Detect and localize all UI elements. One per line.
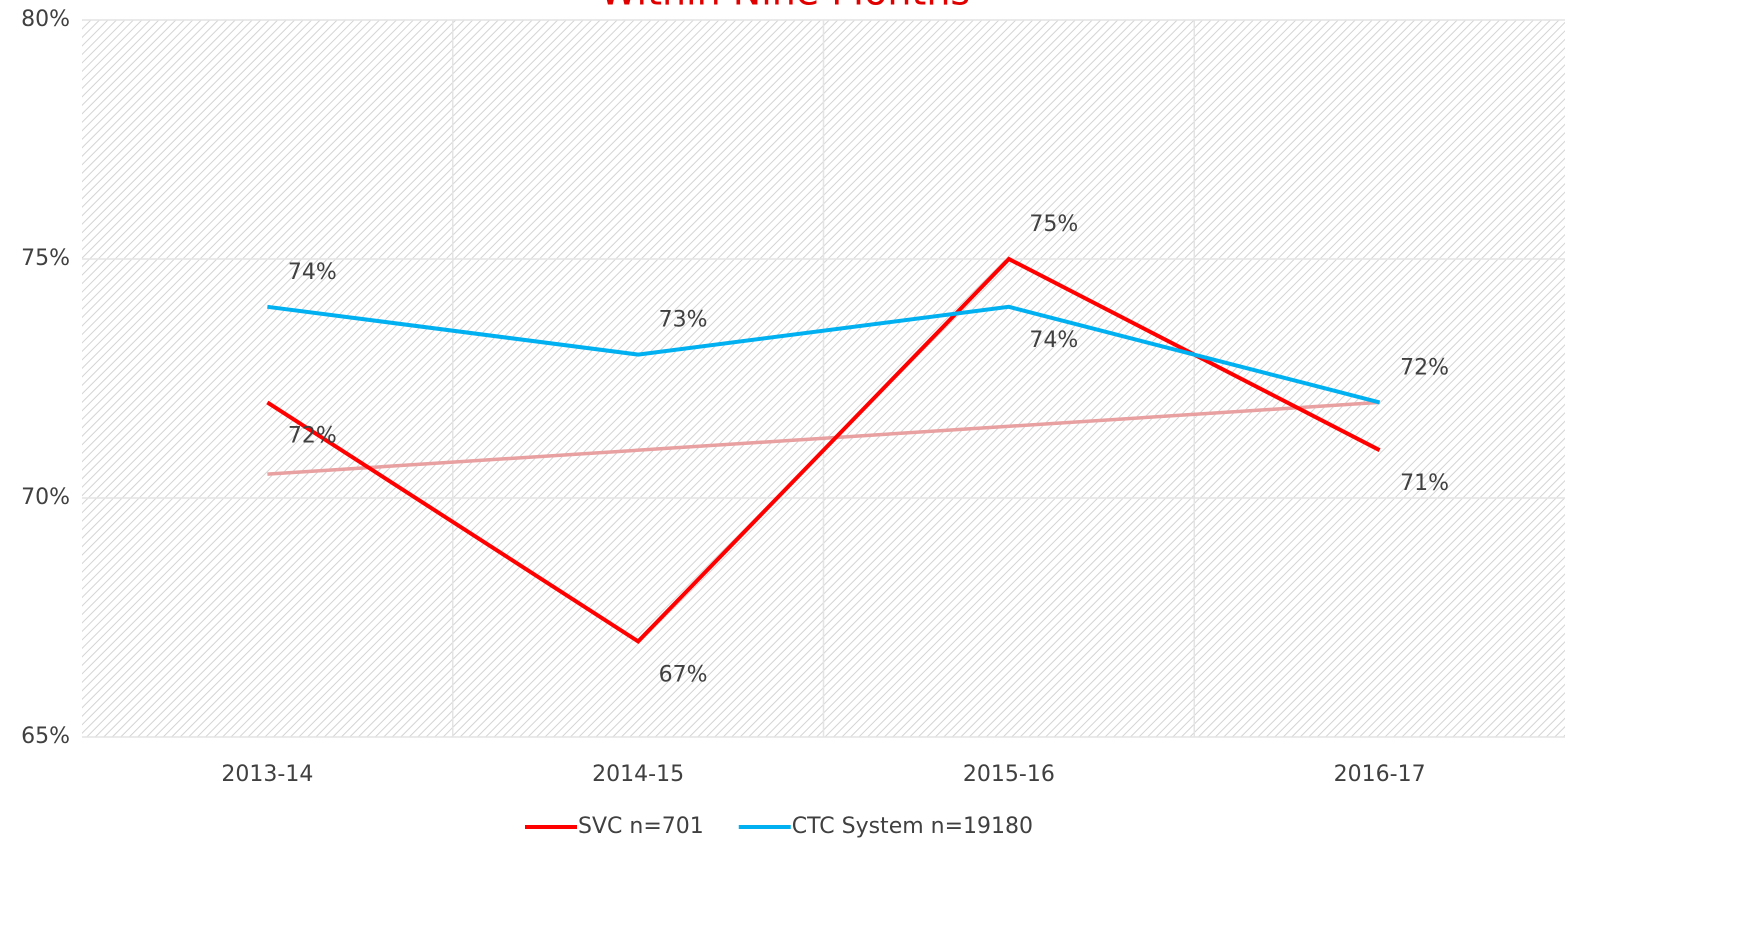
data-label: 75% [1029,212,1078,237]
series-line [267,304,1381,405]
data-label: 72% [1400,355,1449,380]
chart-title: Within Nine Months [600,0,970,14]
data-label: 67% [659,662,708,687]
trendline [267,400,1380,476]
x-tick-label: 2013-14 [221,762,313,787]
x-tick-label: 2014-15 [592,762,684,787]
y-tick-label: 70% [21,485,70,510]
legend-label: SVC n=701 [578,814,704,839]
x-tick-label: 2016-17 [1334,762,1426,787]
y-tick-label: 65% [21,724,70,749]
legend-label: CTC System n=19180 [792,814,1033,839]
data-label: 74% [288,260,337,285]
data-label: 71% [1400,471,1449,496]
data-label: 72% [288,423,337,448]
y-tick-label: 75% [21,246,70,271]
data-label: 73% [659,308,708,333]
x-tick-label: 2015-16 [963,762,1055,787]
data-label: 74% [1029,328,1078,353]
y-tick-label: 80% [21,7,70,32]
